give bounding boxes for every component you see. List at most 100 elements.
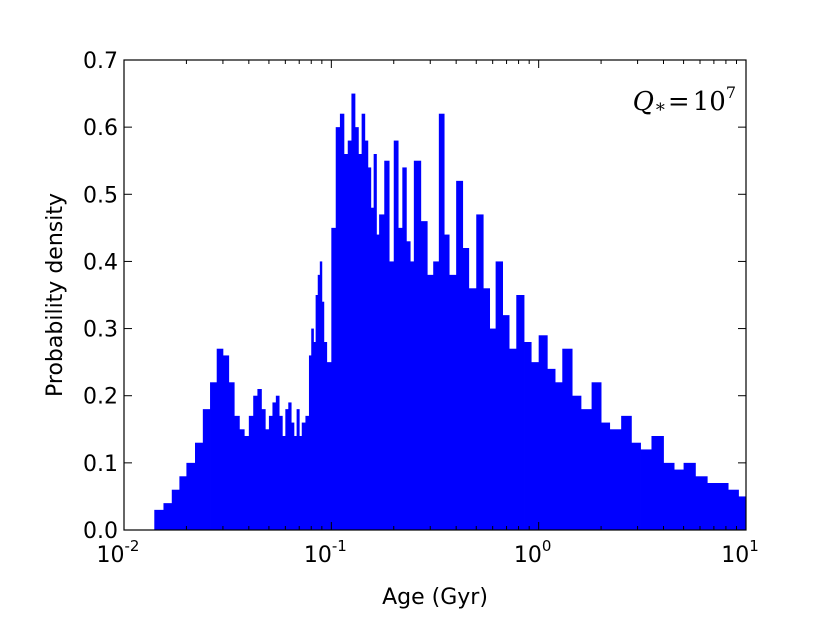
histogram-bar <box>580 409 592 530</box>
y-tick-label: 0.5 <box>83 183 118 208</box>
histogram-bar <box>509 348 517 530</box>
histogram-bar <box>222 355 230 530</box>
histogram-bar <box>427 274 434 530</box>
histogram-bar <box>572 395 582 530</box>
histogram-bar <box>319 261 323 530</box>
histogram-bars <box>154 93 747 531</box>
histogram-bar <box>265 429 270 530</box>
histogram-bar <box>186 462 196 530</box>
histogram-bar <box>738 496 747 530</box>
histogram-bar <box>456 180 464 531</box>
histogram-bar <box>296 409 300 530</box>
y-tick-label: 0.4 <box>83 250 118 275</box>
histogram-bar <box>354 127 359 530</box>
histogram-bar <box>695 476 708 530</box>
histogram-bar <box>538 335 548 530</box>
x-tick-base: 10 <box>97 543 125 568</box>
histogram-bar <box>239 429 245 530</box>
x-tick-label: 101 <box>721 537 759 568</box>
x-tick-exponent: 0 <box>542 537 552 555</box>
y-tick-label: 0.0 <box>83 519 118 544</box>
histogram-bar <box>179 476 187 530</box>
histogram-bar <box>261 409 266 530</box>
y-tick-label: 0.3 <box>83 318 118 343</box>
y-tick-label: 0.6 <box>83 116 118 141</box>
histogram-bar <box>285 409 289 530</box>
histogram-bar <box>291 422 295 530</box>
histogram-bar <box>420 221 428 530</box>
annotation-exponent: 7 <box>726 83 736 102</box>
histogram-bar <box>398 227 403 531</box>
x-tick-label: 10-2 <box>97 537 140 568</box>
histogram-bar <box>379 214 385 530</box>
histogram-bar <box>299 436 303 530</box>
histogram-bar <box>406 241 411 531</box>
histogram-bar <box>347 140 352 530</box>
histogram-bar <box>228 382 235 530</box>
histogram-bar <box>335 127 341 530</box>
axis-ticks <box>123 59 747 531</box>
tick-labels: 0.00.10.20.30.40.50.60.710-2 10-1 100 101 <box>83 49 759 568</box>
histogram-bar <box>547 368 556 530</box>
annotation-symbol: Q <box>633 87 654 117</box>
histogram-bar <box>216 348 224 530</box>
histogram-bar <box>555 382 563 530</box>
histogram-bar <box>317 274 321 530</box>
histogram-bar <box>683 462 696 530</box>
histogram-bar <box>343 154 349 530</box>
histogram-bar <box>282 436 286 530</box>
x-tick-base: 10 <box>721 543 749 568</box>
y-tick-label: 0.1 <box>83 452 118 477</box>
histogram-bar <box>489 328 497 530</box>
histogram-bar <box>707 483 719 530</box>
histogram-bar <box>248 415 254 530</box>
histogram-bar <box>402 167 407 530</box>
plot-frame <box>123 59 747 531</box>
histogram-bar <box>413 160 422 530</box>
histogram-bar <box>640 449 652 530</box>
histogram-bar <box>171 489 180 530</box>
histogram-bar <box>562 348 573 530</box>
x-tick-label: 100 <box>514 537 552 568</box>
histogram-bar <box>339 113 345 531</box>
y-tick-label: 0.2 <box>83 385 118 410</box>
x-tick-label: 10-1 <box>304 537 347 568</box>
histogram-bar <box>591 382 602 530</box>
x-tick-base: 10 <box>304 543 332 568</box>
histogram-bar <box>476 214 484 530</box>
histogram-bar <box>351 93 356 530</box>
histogram-bar <box>609 429 622 530</box>
histogram-bar <box>311 328 314 530</box>
histogram-bar <box>674 469 684 530</box>
histogram-bar <box>288 402 292 530</box>
histogram-bar <box>308 355 312 530</box>
histogram-bar <box>631 442 641 530</box>
histogram-bar <box>313 342 317 530</box>
histogram-bar <box>373 154 377 530</box>
histogram-bar <box>253 395 258 530</box>
histogram-bar <box>272 402 277 530</box>
histogram-bar <box>154 509 164 530</box>
histogram-bar <box>331 227 337 531</box>
histogram-bar <box>717 483 729 530</box>
x-tick-exponent: -1 <box>332 537 347 555</box>
histogram-bar <box>728 489 739 530</box>
histogram-bar <box>279 415 283 530</box>
histogram-bar <box>364 140 369 530</box>
histogram-bar <box>305 415 310 530</box>
y-axis-title: Probability density <box>43 193 68 397</box>
histogram-bar <box>268 415 273 530</box>
histogram-bar <box>384 160 390 530</box>
histogram-bar <box>651 436 664 530</box>
histogram-bar <box>163 503 173 530</box>
histogram-bar <box>367 167 372 530</box>
histogram-bar <box>210 382 218 530</box>
histogram-bar <box>621 415 632 530</box>
histogram-bar <box>389 261 395 530</box>
histogram-bar <box>202 409 211 530</box>
histogram-bar <box>502 315 510 530</box>
histogram-bar <box>293 436 298 530</box>
histogram-bar <box>326 362 332 530</box>
histogram-bar <box>468 288 477 530</box>
